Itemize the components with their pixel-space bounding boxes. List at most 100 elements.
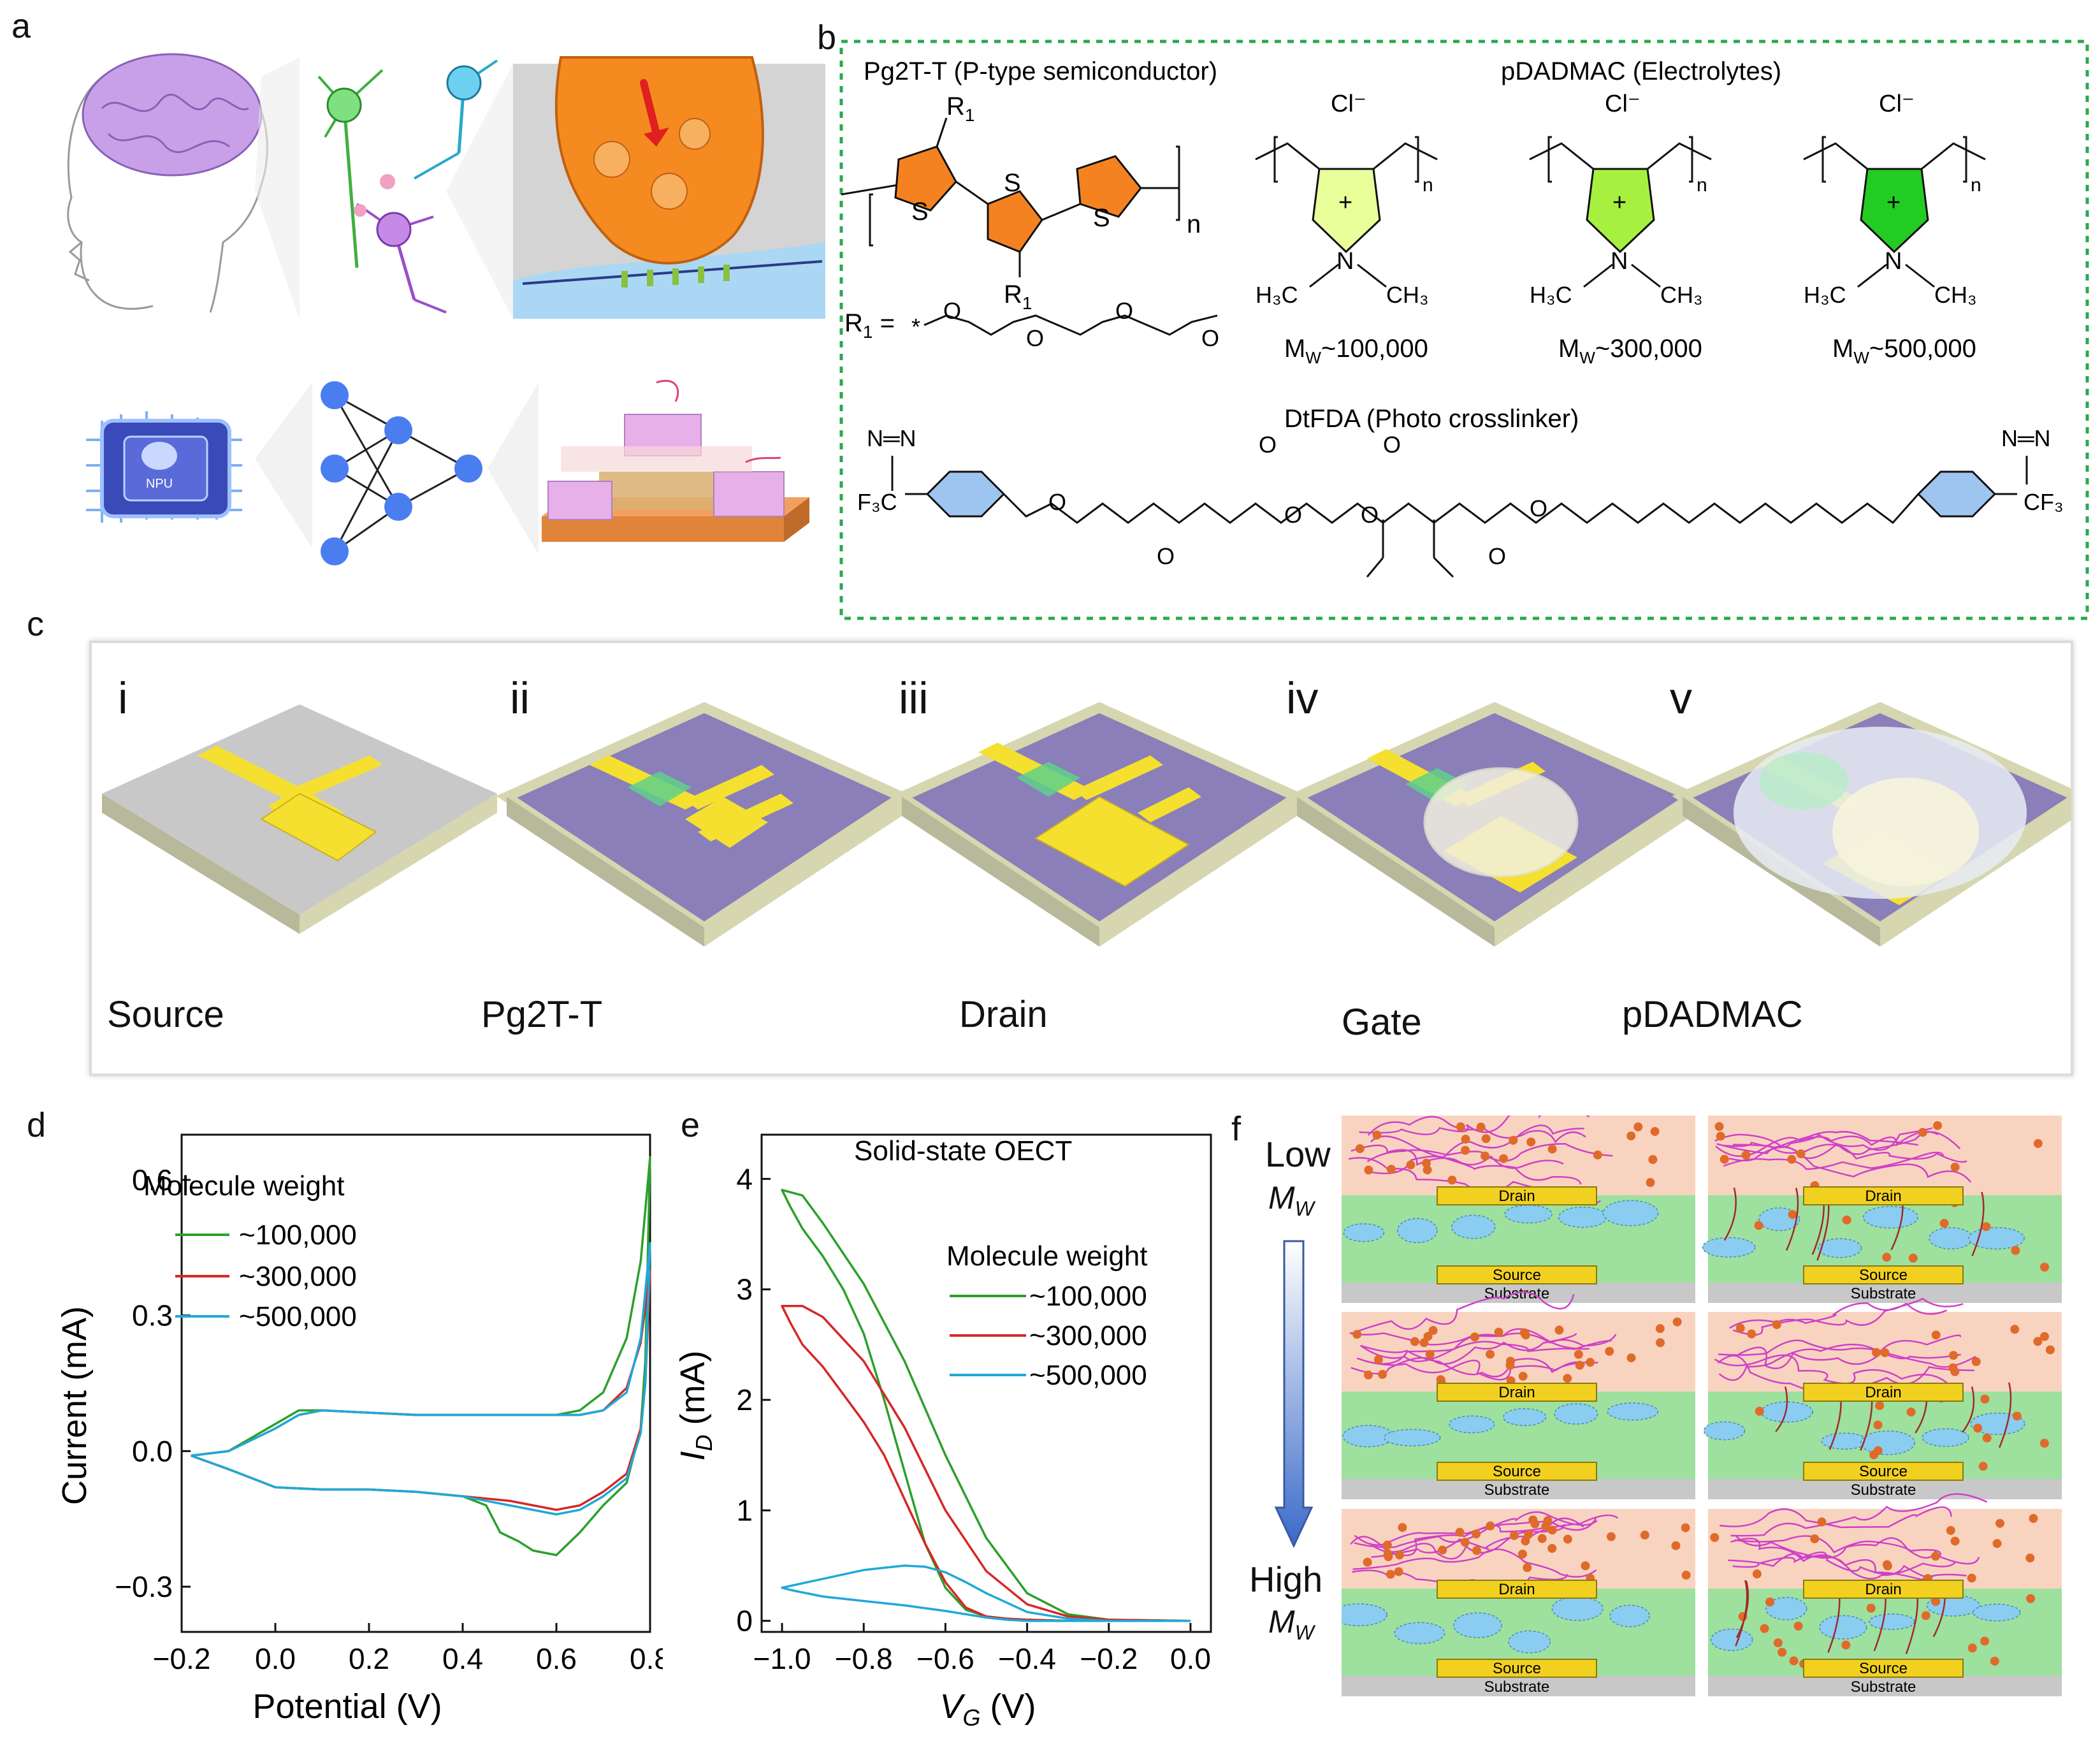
panel-f-high-label: High <box>1249 1559 1323 1599</box>
pg2tt-subscript-n: n <box>1187 210 1201 238</box>
chart-e-xtick-label: −0.4 <box>998 1642 1056 1675</box>
panel-letter-f: f <box>1231 1110 1242 1148</box>
atom-s-3: S <box>1093 204 1110 232</box>
panel-letter-d: d <box>27 1106 47 1144</box>
chart-e-legend-2: ~300,000 <box>1029 1320 1147 1351</box>
svg-text:N: N <box>1336 248 1354 275</box>
svg-text:Cl⁻: Cl⁻ <box>1605 91 1640 117</box>
chart-e-xtick-label: −0.2 <box>1080 1642 1138 1675</box>
atom-s-1: S <box>911 198 929 226</box>
transfer-chart: −1.0 −0.8 −0.6 −0.4 −0.2 0.0 0 1 2 3 4 Solid-state… <box>679 1133 1212 1731</box>
dtfda-structure: N═N F₃C O O O O O O O O N═N CF₃ <box>857 425 2064 578</box>
chart-d-ytick-label: 0.0 <box>132 1434 173 1467</box>
svg-text:n: n <box>1423 175 1433 196</box>
svg-text:Cl⁻: Cl⁻ <box>1879 91 1915 117</box>
pg2tt-title: Pg2T-T (P-type semiconductor) <box>864 57 1217 85</box>
svg-text:O: O <box>1488 543 1506 569</box>
panel-letter-b: b <box>817 18 837 57</box>
chart-e-plot-frame <box>760 1133 1212 1633</box>
atom-s-2: S <box>1004 169 1021 197</box>
r1-top: R1 <box>946 92 974 125</box>
drain-electrode <box>1437 1186 1597 1205</box>
device-step-iii <box>891 702 1308 947</box>
chart-e-ytick-label: 2 <box>736 1383 753 1416</box>
chart-e-ytick-label: 4 <box>736 1162 753 1195</box>
svg-text:O: O <box>1157 543 1175 569</box>
step-label-drain: Drain <box>959 994 1048 1035</box>
drain-electrode <box>1803 1580 1964 1599</box>
benzene-ring-left <box>925 470 1006 518</box>
svg-text:O: O <box>1284 502 1302 528</box>
svg-text:+: + <box>1338 189 1352 216</box>
npu-chip-label: NPU <box>146 477 173 491</box>
svg-text:O: O <box>1115 298 1133 324</box>
svg-text:CH₃: CH₃ <box>1934 282 1977 308</box>
chart-d-ytick-label: −0.3 <box>115 1570 173 1603</box>
cv-chart: −0.2 0.0 0.2 0.4 0.6 0.8 −0.3 0.0 0.3 0.6 Molecul… <box>55 1133 663 1726</box>
device-step-i <box>102 704 497 934</box>
chart-d-xtick-label: 0.2 <box>349 1642 389 1675</box>
substrate-label: Substrate <box>1484 1285 1550 1302</box>
pdadmac-unit-1: Cl⁻ + N H₃C CH₃ n MW~100,000 <box>1255 91 1438 367</box>
step-numeral-iii: iii <box>899 673 929 723</box>
pg2tt-structure: S S S R1 R1 n <box>841 92 1201 313</box>
chart-d-legend-1: ~100,000 <box>239 1219 357 1251</box>
oect-device-icon <box>542 379 809 542</box>
svg-text:O: O <box>1048 489 1066 515</box>
svg-text:H₃C: H₃C <box>1256 282 1298 308</box>
svg-text:O: O <box>1026 325 1044 351</box>
svg-text:O: O <box>1383 432 1401 458</box>
synapse-icon <box>513 56 825 319</box>
chart-e-xtick-label: −1.0 <box>753 1642 811 1675</box>
drain-label: Drain <box>1498 1384 1535 1401</box>
svg-text:+: + <box>1612 189 1626 216</box>
svg-text:O: O <box>1259 432 1277 458</box>
source-electrode <box>1437 1265 1597 1284</box>
chart-e-xtick-label: −0.6 <box>916 1642 974 1675</box>
svg-text:O: O <box>1530 495 1547 521</box>
thiophene-ring-1 <box>894 145 957 212</box>
svg-text:R1 =: R1 = <box>844 309 895 342</box>
chart-e-xtick-label: −0.8 <box>835 1642 893 1675</box>
panel-letter-c: c <box>27 605 44 643</box>
drain-label: Drain <box>1498 1581 1535 1598</box>
source-electrode <box>1803 1265 1964 1284</box>
chart-e-ytick-label: 1 <box>736 1494 753 1527</box>
pdadmac-unit-2: Cl⁻ + N H₃C CH₃ n MW~300,000 <box>1529 91 1712 367</box>
svg-text:Cl⁻: Cl⁻ <box>1331 91 1366 117</box>
chart-d-xtick-label: 0.0 <box>255 1642 296 1675</box>
source-label: Source <box>1493 1267 1541 1284</box>
chart-e-ytick-label: 0 <box>736 1604 753 1638</box>
pdadmac-unit-3: Cl⁻ + N H₃C CH₃ n MW~500,000 <box>1803 91 1986 367</box>
chart-d-xtick-label: 0.6 <box>536 1642 577 1675</box>
thiophene-ring-2 <box>987 190 1043 253</box>
svg-text:N: N <box>1885 248 1902 275</box>
mw-label-3: MW~500,000 <box>1832 335 1976 367</box>
drain-label: Drain <box>1865 1188 1901 1205</box>
svg-text:CF₃: CF₃ <box>2024 489 2064 515</box>
svg-text:*: * <box>911 314 920 340</box>
drain-electrode <box>1803 1383 1964 1402</box>
pdadmac-title: pDADMAC (Electrolytes) <box>1501 57 1781 85</box>
panel-f-high-mw: MW <box>1268 1604 1314 1644</box>
chart-e-legend: ~100,000 ~300,000 ~500,000 <box>950 1281 1147 1391</box>
neural-network-diagram <box>321 381 482 565</box>
svg-text:CH₃: CH₃ <box>1660 282 1703 308</box>
device-step-ii <box>496 702 913 947</box>
panel-f-mechanism: DrainSourceSubstrateDrainSourceSubstrate… <box>1342 1116 2062 1696</box>
step-numeral-v: v <box>1670 673 1692 723</box>
svg-text:F₃C: F₃C <box>857 489 897 515</box>
drain-label: Drain <box>1865 1384 1901 1401</box>
dtfda-title: DtFDA (Photo crosslinker) <box>1284 405 1579 433</box>
r1-bottom: R1 <box>1004 280 1032 313</box>
chart-d-xtick-label: 0.4 <box>442 1642 483 1675</box>
chart-d-series-1 <box>191 1156 651 1557</box>
source-electrode <box>1803 1462 1964 1481</box>
chart-e-xlabel: VG (V) <box>939 1687 1036 1731</box>
drain-electrode <box>1437 1580 1597 1599</box>
chart-d-legend-title: Molecule weight <box>143 1170 345 1202</box>
step-label-pdadmac: pDADMAC <box>1622 994 1803 1035</box>
